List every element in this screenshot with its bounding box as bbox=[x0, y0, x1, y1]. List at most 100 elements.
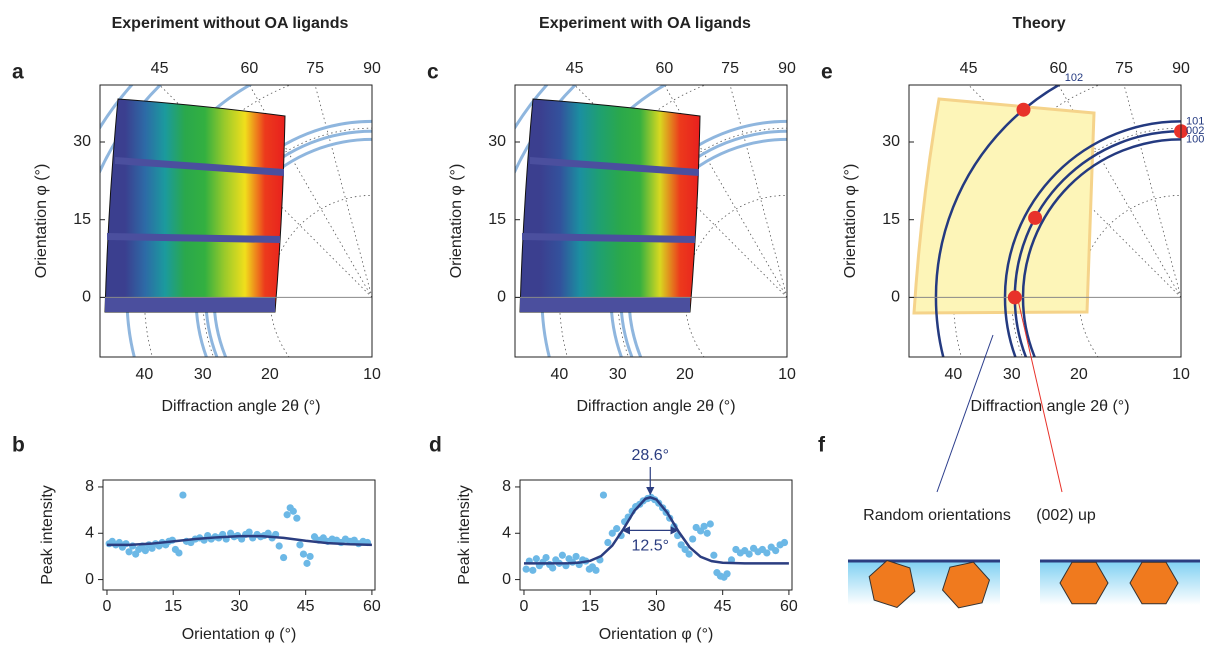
data-point bbox=[604, 538, 612, 547]
panel-label: d bbox=[429, 434, 442, 457]
x-axis-title: Diffraction angle 2θ (°) bbox=[161, 398, 320, 415]
detector-gap bbox=[105, 297, 275, 312]
data-point bbox=[727, 556, 736, 564]
data-point bbox=[685, 550, 693, 558]
detector-gap bbox=[115, 157, 284, 176]
y-tick-label: 30 bbox=[488, 133, 506, 150]
grid-ray bbox=[1057, 85, 1181, 298]
data-point bbox=[245, 528, 253, 536]
x-tick-label: 40 bbox=[551, 366, 569, 383]
y-tick-label: 8 bbox=[502, 478, 511, 495]
y-tick-label: 0 bbox=[82, 289, 91, 306]
angle-tick-label: 75 bbox=[1115, 60, 1133, 77]
x-tick-label: 10 bbox=[778, 366, 796, 383]
panel-label: f bbox=[818, 434, 826, 457]
data-point bbox=[700, 522, 708, 530]
grid-ray bbox=[663, 85, 787, 298]
y-tick-label: 4 bbox=[85, 524, 94, 541]
data-point bbox=[293, 514, 301, 522]
annotation: 12.5° bbox=[631, 538, 669, 555]
panel-label: a bbox=[12, 61, 24, 84]
y-axis-title: Orientation φ (°) bbox=[448, 164, 465, 279]
x-axis-title: Orientation φ (°) bbox=[182, 626, 297, 643]
diagram-label: Random orientations bbox=[863, 507, 1011, 524]
data-point bbox=[275, 542, 283, 550]
angle-tick-label: 60 bbox=[240, 60, 258, 77]
x-tick-label: 0 bbox=[520, 598, 529, 615]
x-tick-label: 10 bbox=[363, 366, 381, 383]
data-point bbox=[706, 520, 714, 528]
data-point bbox=[296, 541, 304, 549]
column-title: Theory bbox=[1012, 15, 1065, 32]
plot-area bbox=[105, 491, 372, 567]
data-point bbox=[572, 552, 580, 561]
panel-label: c bbox=[427, 61, 439, 84]
connector bbox=[936, 334, 994, 493]
data-point bbox=[599, 491, 608, 499]
column-title: Experiment without OA ligands bbox=[112, 15, 349, 32]
ring-label: 102 bbox=[1065, 72, 1083, 84]
diagram-label: (002) up bbox=[1036, 507, 1096, 524]
data-point bbox=[549, 564, 557, 572]
data-point bbox=[306, 552, 314, 561]
column-title: Experiment with OA ligands bbox=[539, 15, 751, 32]
angle-tick-label: 90 bbox=[363, 60, 381, 77]
grid-ray bbox=[159, 85, 372, 298]
data-point bbox=[532, 555, 540, 563]
x-axis-title: Diffraction angle 2θ (°) bbox=[970, 398, 1129, 415]
fit-line bbox=[523, 496, 789, 565]
data-point bbox=[542, 553, 550, 562]
nanocrystal bbox=[1059, 561, 1109, 605]
data-point bbox=[175, 549, 183, 557]
y-axis-title: Orientation φ (°) bbox=[33, 164, 50, 279]
plot-frame bbox=[908, 84, 1182, 358]
panel-label: b bbox=[12, 434, 25, 457]
detector-gap bbox=[522, 233, 695, 243]
data-point bbox=[608, 529, 616, 537]
data-point bbox=[303, 559, 311, 567]
data-point bbox=[279, 553, 288, 562]
plot-frame bbox=[514, 84, 788, 358]
angle-tick-label: 45 bbox=[566, 60, 584, 77]
grid-ray bbox=[968, 85, 1181, 298]
plot-area bbox=[100, 85, 372, 357]
x-tick-label: 0 bbox=[103, 598, 112, 615]
y-tick-label: 4 bbox=[502, 524, 511, 541]
y-axis-title: Orientation φ (°) bbox=[842, 164, 859, 279]
plot-area bbox=[522, 491, 789, 581]
y-tick-label: 0 bbox=[891, 289, 900, 306]
x-tick-label: 60 bbox=[780, 598, 798, 615]
x-tick-label: 30 bbox=[231, 598, 249, 615]
angle-tick-label: 45 bbox=[960, 60, 978, 77]
grid-ray bbox=[729, 85, 787, 298]
grid-ray bbox=[1123, 85, 1181, 298]
angle-tick-label: 60 bbox=[1049, 60, 1067, 77]
x-tick-label: 15 bbox=[164, 598, 182, 615]
x-tick-label: 30 bbox=[648, 598, 666, 615]
x-tick-label: 40 bbox=[136, 366, 154, 383]
connector bbox=[1017, 299, 1063, 493]
reflection-point bbox=[1007, 290, 1022, 305]
data-point bbox=[558, 551, 566, 559]
x-tick-label: 45 bbox=[297, 598, 315, 615]
ring-label: 101 bbox=[1186, 115, 1204, 127]
x-tick-label: 60 bbox=[363, 598, 381, 615]
ring-label: 002 bbox=[1186, 125, 1204, 137]
grid-ray bbox=[574, 85, 787, 298]
y-tick-label: 8 bbox=[85, 478, 94, 495]
y-tick-label: 15 bbox=[882, 211, 900, 228]
x-tick-label: 10 bbox=[1172, 366, 1190, 383]
detector-gap bbox=[530, 157, 699, 176]
data-point bbox=[592, 566, 600, 574]
angle-tick-label: 75 bbox=[721, 60, 739, 77]
data-point bbox=[283, 511, 291, 519]
y-tick-label: 30 bbox=[882, 133, 900, 150]
data-point bbox=[522, 565, 530, 573]
data-point bbox=[772, 547, 780, 555]
x-tick-label: 30 bbox=[1003, 366, 1021, 383]
x-axis-title: Orientation φ (°) bbox=[599, 626, 714, 643]
angle-tick-label: 60 bbox=[655, 60, 673, 77]
data-point bbox=[613, 525, 621, 533]
